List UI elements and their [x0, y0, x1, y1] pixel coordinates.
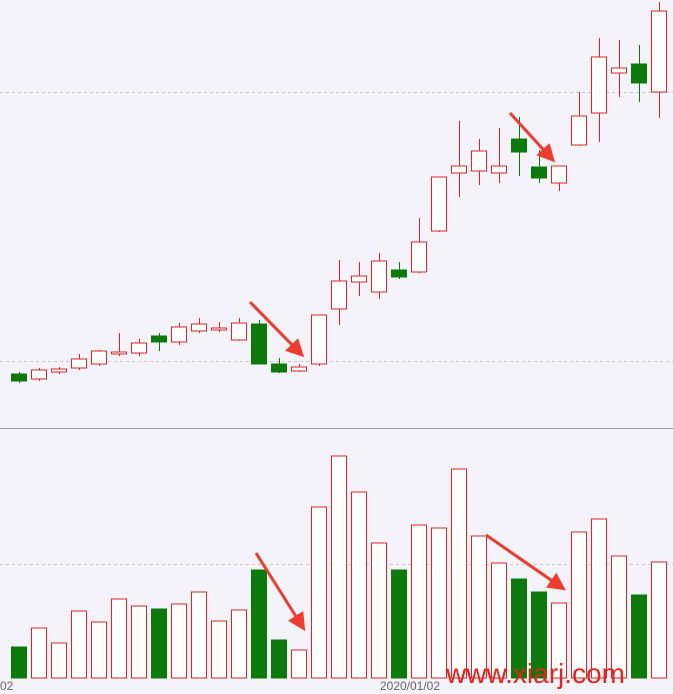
- candle-body: [571, 115, 587, 146]
- candle-body: [11, 373, 27, 382]
- candle-body: [651, 10, 667, 93]
- candle-body: [531, 166, 547, 179]
- volume-bar: [431, 527, 447, 679]
- candle-body: [51, 368, 67, 373]
- watermark: www.xiarj.com: [445, 658, 625, 689]
- volume-bar: [491, 562, 507, 679]
- volume-bar: [471, 535, 487, 679]
- candle-body: [31, 369, 47, 380]
- volume-bar: [391, 569, 407, 679]
- x-tick-label: 2020/01/02: [380, 679, 440, 693]
- volume-bar: [171, 603, 187, 679]
- volume-bar: [571, 531, 587, 679]
- volume-bar: [411, 524, 427, 679]
- volume-bar: [271, 639, 287, 679]
- volume-bar: [611, 555, 627, 679]
- volume-bar: [531, 591, 547, 679]
- candle-body: [431, 176, 447, 232]
- candle-body: [111, 351, 127, 355]
- arrow: [248, 300, 305, 358]
- volume-bar: [291, 649, 307, 679]
- volume-bar: [251, 569, 267, 679]
- volume-bar: [511, 578, 527, 679]
- candle-body: [151, 335, 167, 343]
- volume-bar: [211, 620, 227, 679]
- volume-bar: [31, 627, 47, 679]
- candle-body: [171, 326, 187, 343]
- volume-bar: [591, 518, 607, 679]
- arrow: [485, 533, 566, 591]
- candle-body: [91, 350, 107, 365]
- arrow: [508, 111, 556, 163]
- volume-bar: [71, 610, 87, 679]
- volume-bar: [151, 608, 167, 679]
- candle-body: [251, 323, 267, 365]
- candle-body: [311, 314, 327, 365]
- volume-bar: [651, 561, 667, 679]
- candle-body: [131, 342, 147, 354]
- candle-body: [451, 165, 467, 174]
- candle-body: [591, 56, 607, 114]
- candle-body: [371, 260, 387, 293]
- candle-body: [511, 138, 527, 153]
- candle-body: [391, 269, 407, 278]
- volume-bar: [351, 491, 367, 679]
- volume-bar: [191, 591, 207, 679]
- volume-bar: [231, 609, 247, 679]
- candle-body: [271, 363, 287, 373]
- volume-bar: [311, 506, 327, 679]
- candle-body: [551, 165, 567, 184]
- volume-bar: [331, 455, 347, 679]
- volume-bar: [451, 468, 467, 679]
- candle-body: [191, 323, 207, 332]
- candle-body: [471, 150, 487, 172]
- volume-bar: [11, 646, 27, 679]
- x-tick-label: 02: [0, 679, 14, 693]
- candle-body: [491, 165, 507, 174]
- candle-body: [211, 327, 227, 331]
- volume-bar: [631, 594, 647, 679]
- volume-bar: [371, 542, 387, 679]
- candle-body: [351, 275, 367, 283]
- volume-bar: [51, 642, 67, 679]
- volume-bar: [551, 602, 567, 679]
- arrow: [254, 552, 306, 632]
- candle-body: [411, 241, 427, 273]
- candle-body: [331, 280, 347, 310]
- volume-bar: [131, 605, 147, 679]
- volume-bar: [91, 621, 107, 679]
- volume-bar: [111, 598, 127, 679]
- candle-body: [291, 366, 307, 372]
- candle-body: [631, 63, 647, 84]
- candle-body: [71, 358, 87, 369]
- candle-body: [231, 322, 247, 341]
- candle-body: [611, 67, 627, 74]
